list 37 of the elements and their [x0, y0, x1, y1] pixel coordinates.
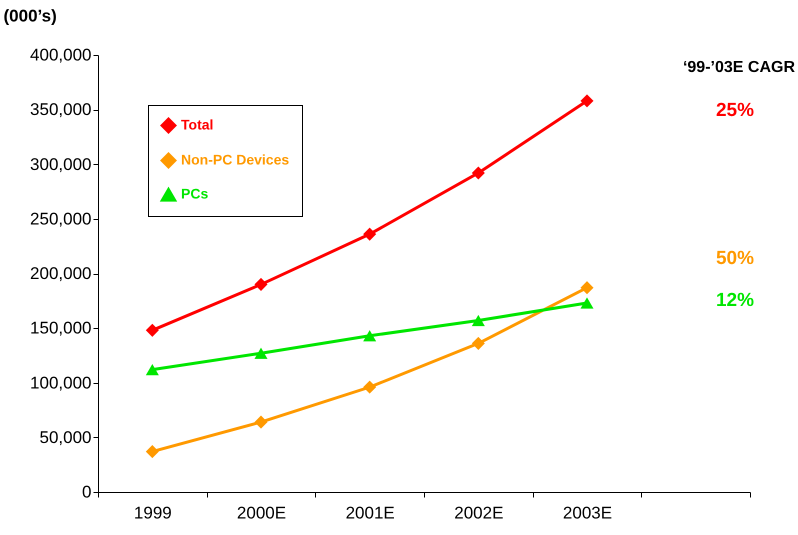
x-tick-label: 2001E: [346, 504, 395, 522]
y-tick-label: 150,000: [30, 318, 92, 338]
x-tick-label: 2003E: [562, 504, 612, 522]
annotation: ‘99-’03E CAGR: [682, 59, 796, 76]
legend-label: PCs: [181, 186, 208, 202]
x-tick-label: 2000E: [236, 504, 286, 522]
y-tick-label: 300,000: [30, 154, 92, 174]
y-tick-label: 200,000: [30, 264, 92, 283]
legend-label: Non-PC Devices: [181, 152, 290, 168]
point: [254, 278, 268, 291]
point: [254, 348, 268, 359]
point: [580, 297, 594, 309]
annotation: 25%: [716, 100, 754, 121]
point: [580, 94, 594, 108]
point: [146, 364, 159, 376]
legend-label: Total: [181, 116, 214, 132]
x-tick-label: 1999: [134, 504, 172, 522]
annotation: 12%: [716, 290, 754, 311]
y-tick-label: 0: [82, 482, 92, 502]
point: [146, 445, 159, 458]
annotation: 50%: [716, 248, 754, 269]
y-tick-label: 100,000: [30, 373, 92, 392]
x-tick-label: 2002E: [454, 504, 504, 522]
y-tick-label: 350,000: [30, 100, 92, 120]
y-tick-label: 250,000: [30, 209, 92, 228]
point: [363, 380, 376, 394]
point: [363, 330, 376, 342]
y-tick-label: 400,000: [30, 46, 92, 64]
y-axis-title: (000’s): [4, 6, 57, 26]
y-tick-label: 50,000: [40, 428, 92, 447]
point: [580, 281, 594, 294]
point: [472, 336, 485, 350]
point: [363, 228, 376, 241]
point: [472, 166, 485, 180]
point: [146, 324, 159, 337]
point: [254, 416, 268, 429]
point: [472, 314, 485, 326]
